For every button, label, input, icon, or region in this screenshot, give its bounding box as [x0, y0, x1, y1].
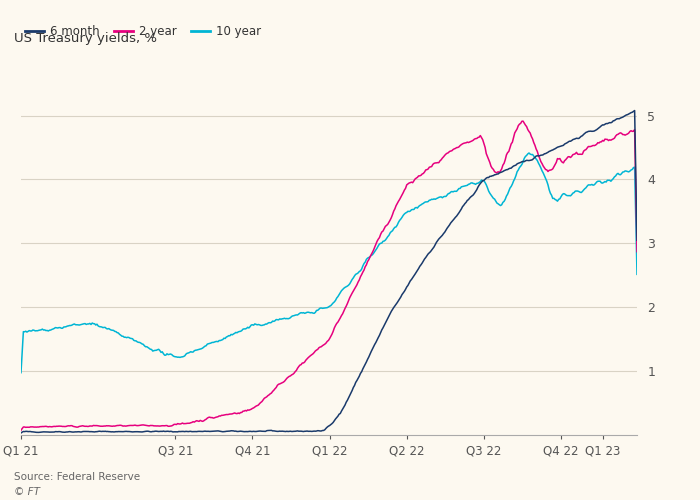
Legend: 6 month, 2 year, 10 year: 6 month, 2 year, 10 year: [21, 20, 265, 42]
Text: © FT: © FT: [14, 487, 40, 497]
Text: Source: Federal Reserve: Source: Federal Reserve: [14, 472, 140, 482]
Text: US Treasury yields, %: US Treasury yields, %: [14, 32, 157, 45]
